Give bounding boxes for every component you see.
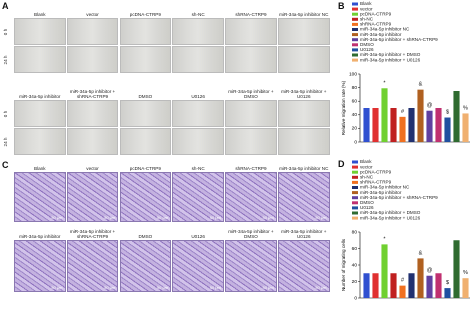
row-label: 24 h bbox=[3, 137, 8, 146]
column-label: miR-34a-5p inhibitor + shRNA-CTRP9 bbox=[69, 89, 116, 99]
micrograph bbox=[119, 128, 172, 155]
column-label: U0126 bbox=[191, 234, 205, 239]
micrograph: 50 μm bbox=[119, 172, 172, 222]
scale-bar-label: 50 μm bbox=[51, 215, 63, 220]
micrograph bbox=[172, 46, 224, 73]
scale-bar-label: 50 μm bbox=[315, 215, 327, 220]
row-label: 0 h bbox=[3, 110, 8, 117]
scale-bar-label: 50 μm bbox=[104, 285, 116, 290]
micrograph bbox=[225, 100, 277, 127]
column-label: shRNA-CTRP9 bbox=[235, 12, 267, 17]
row-label: 0 h bbox=[3, 28, 8, 35]
micrograph bbox=[172, 18, 224, 45]
micrograph bbox=[278, 18, 330, 45]
micrograph bbox=[119, 46, 172, 73]
panel-letter: C bbox=[2, 160, 9, 170]
scale-bar-label: 50 μm bbox=[156, 215, 169, 220]
micrograph bbox=[172, 100, 224, 127]
micrograph bbox=[278, 46, 330, 73]
micrograph bbox=[14, 100, 66, 127]
column-label: miR-34a-5p inhibitor + U0126 bbox=[281, 229, 327, 239]
column-label: Blank bbox=[34, 166, 46, 171]
micrograph bbox=[14, 128, 66, 155]
column-label: miR-34a-5p inhibitor bbox=[19, 94, 61, 99]
micrograph bbox=[14, 18, 66, 45]
row-label: 24 h bbox=[3, 55, 8, 64]
column-label: pcDNA-CTRP9 bbox=[129, 12, 161, 17]
micrograph bbox=[119, 18, 172, 45]
scale-bar-label: 50 μm bbox=[209, 215, 221, 220]
scale-bar-label: 50 μm bbox=[262, 285, 274, 290]
column-label: miR-34a-5p inhibitor NC bbox=[279, 12, 329, 17]
micrograph bbox=[172, 128, 224, 155]
scale-bar-label: 50 μm bbox=[51, 285, 63, 290]
column-label: sh-NC bbox=[191, 166, 205, 171]
micrograph bbox=[119, 100, 172, 127]
column-label: U0126 bbox=[191, 94, 205, 99]
column-label: miR-34a-5p inhibitor + DMSO bbox=[228, 229, 274, 239]
micrograph: 50 μm bbox=[14, 240, 66, 292]
column-label: miR-34a-5p inhibitor + DMSO bbox=[228, 89, 274, 99]
micrograph bbox=[225, 128, 277, 155]
micrograph: 50 μm bbox=[172, 172, 224, 222]
micrograph bbox=[278, 128, 330, 155]
scale-bar-label: 50 μm bbox=[104, 215, 116, 220]
scale-bar-label: 50 μm bbox=[156, 285, 169, 290]
micrograph bbox=[278, 100, 330, 127]
panel-letter: A bbox=[2, 1, 9, 11]
column-label: vector bbox=[86, 166, 99, 171]
scale-bar-label: 50 μm bbox=[262, 215, 274, 220]
column-label: miR-34a-5p inhibitor bbox=[19, 234, 61, 239]
micrograph: 50 μm bbox=[225, 172, 277, 222]
micrograph: 50 μm bbox=[172, 240, 224, 292]
micrograph: 50 μm bbox=[225, 240, 277, 292]
column-label: DMSO bbox=[138, 94, 153, 99]
micrograph bbox=[66, 46, 119, 73]
micrograph bbox=[14, 46, 66, 73]
column-label: DMSO bbox=[138, 234, 153, 239]
column-label: sh-NC bbox=[191, 12, 205, 17]
micrograph bbox=[66, 100, 119, 127]
scale-bar-label: 50 μm bbox=[315, 285, 327, 290]
micrograph: 50 μm bbox=[66, 240, 119, 292]
micrograph bbox=[225, 18, 277, 45]
column-label: pcDNA-CTRP9 bbox=[129, 166, 161, 171]
micrograph: 50 μm bbox=[66, 172, 119, 222]
column-label: miR-34a-5p inhibitor + shRNA-CTRP9 bbox=[69, 229, 116, 239]
micrograph: 50 μm bbox=[278, 172, 330, 222]
micrograph: 50 μm bbox=[14, 172, 66, 222]
micrograph: 50 μm bbox=[278, 240, 330, 292]
column-label: shRNA-CTRP9 bbox=[235, 166, 267, 171]
micrograph: 50 μm bbox=[119, 240, 172, 292]
column-label: Blank bbox=[34, 12, 46, 17]
column-label: miR-34a-5p inhibitor NC bbox=[279, 166, 329, 171]
scale-bar-label: 50 μm bbox=[209, 285, 221, 290]
column-label: vector bbox=[86, 12, 99, 17]
micrograph bbox=[66, 18, 119, 45]
column-label: miR-34a-5p inhibitor + U0126 bbox=[281, 89, 327, 99]
micrograph bbox=[66, 128, 119, 155]
micrograph bbox=[225, 46, 277, 73]
